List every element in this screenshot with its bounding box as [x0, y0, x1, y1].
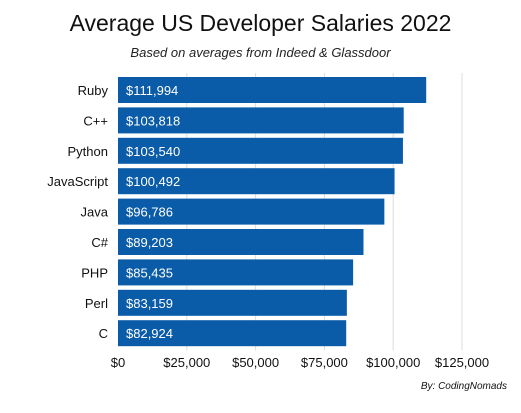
x-axis-ticks: $0 $25,000 $50,000 $75,000 $100,000 $125,000: [111, 355, 489, 370]
data-label: $103,818: [126, 113, 180, 128]
category-label: C#: [91, 235, 108, 250]
x-tick-label: $0: [111, 355, 125, 370]
bar: [118, 259, 354, 286]
chart-title: Average US Developer Salaries 2022: [69, 10, 452, 36]
bars: [118, 77, 427, 347]
bar: [118, 77, 427, 103]
credit-text: By: CodingNomads: [420, 381, 507, 392]
x-tick-label: $75,000: [301, 355, 348, 370]
bar: [118, 107, 404, 134]
category-label: Java: [81, 205, 109, 220]
data-label: $89,203: [126, 235, 173, 250]
data-label: $111,994: [126, 83, 178, 98]
data-label: $100,492: [126, 174, 180, 189]
chart-subtitle: Based on averages from Indeed & Glassdoo…: [130, 45, 391, 60]
category-label: Perl: [85, 296, 108, 311]
category-label: C: [99, 326, 108, 341]
x-tick-label: $100,000: [366, 355, 420, 370]
x-tick-label: $125,000: [435, 355, 489, 370]
category-label: JavaScript: [47, 174, 108, 189]
category-label: C++: [83, 113, 108, 128]
x-tick-label: $25,000: [163, 355, 210, 370]
category-label: PHP: [81, 265, 108, 280]
labels: Ruby $111,994 C++ $103,818 Python $103,540 Jav…: [47, 83, 180, 341]
bar: [118, 198, 385, 225]
category-label: Ruby: [78, 83, 109, 98]
data-label: $103,540: [126, 144, 180, 159]
x-tick-label: $50,000: [232, 355, 279, 370]
data-label: $83,159: [126, 296, 173, 311]
bar: [118, 168, 395, 195]
category-label: Python: [68, 144, 108, 159]
bar: [118, 320, 347, 347]
data-label: $96,786: [126, 205, 173, 220]
data-label: $85,435: [126, 265, 173, 280]
data-label: $82,924: [126, 326, 173, 341]
bar: [118, 289, 347, 316]
bar: [118, 137, 403, 164]
bar: [118, 229, 364, 255]
